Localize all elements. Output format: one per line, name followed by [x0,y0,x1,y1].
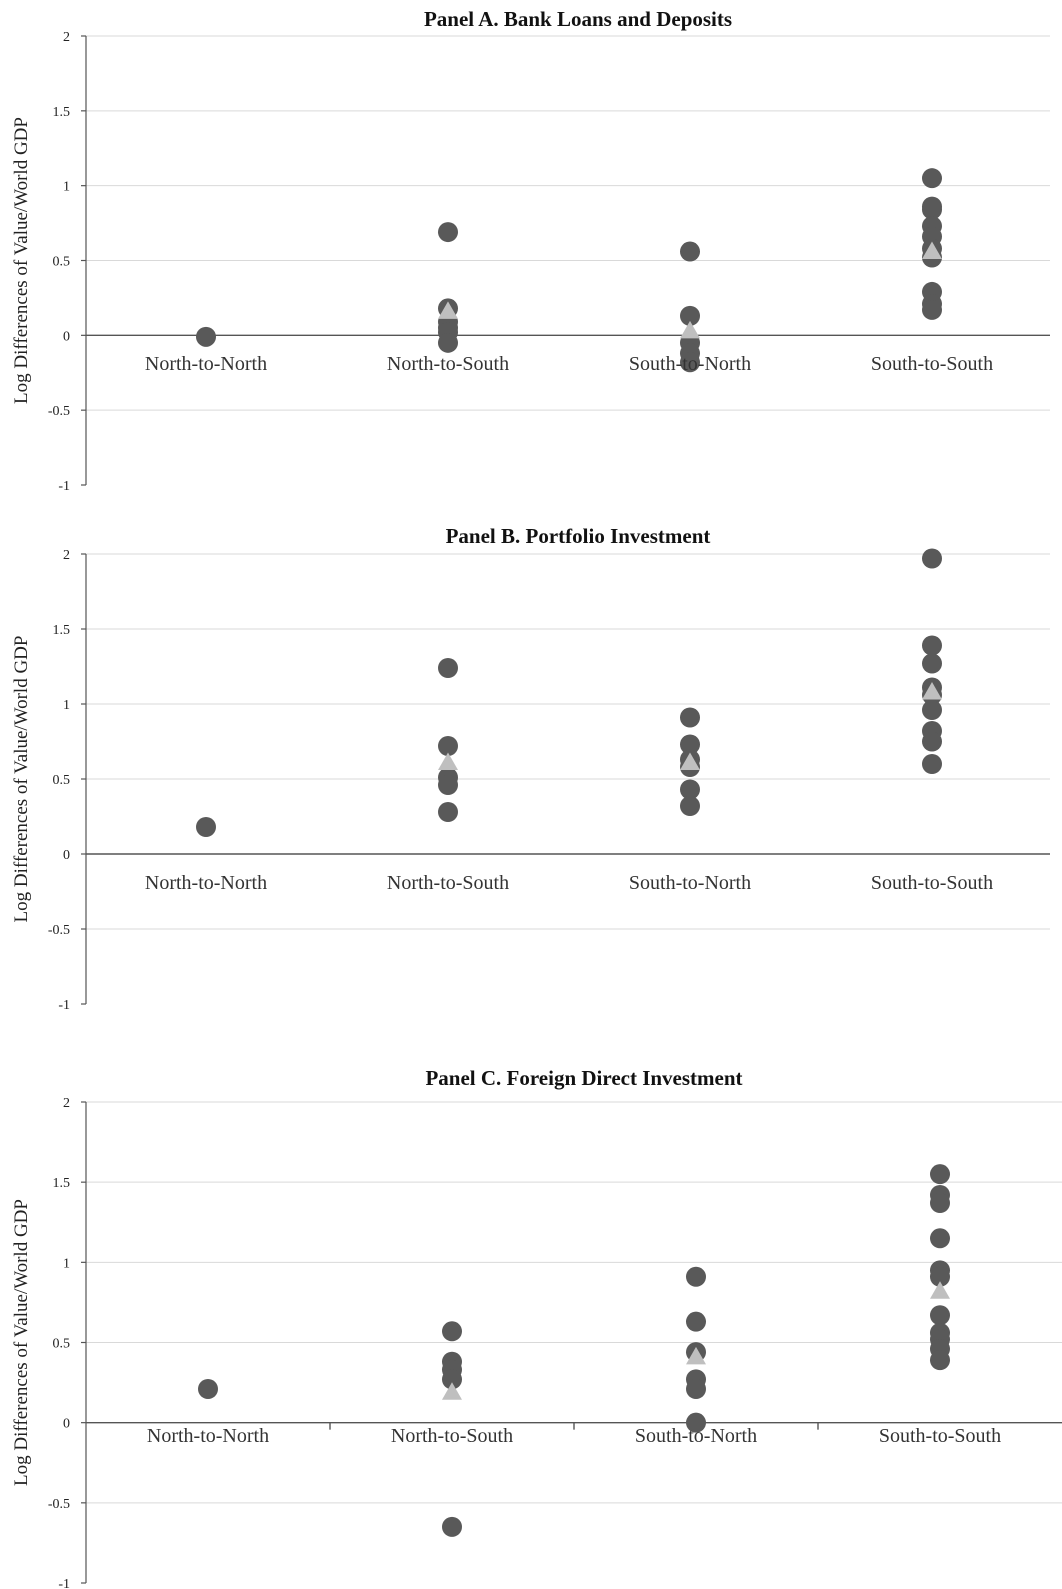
data-point [680,352,700,373]
data-point [922,635,942,656]
data-point [930,1193,950,1214]
data-point [196,817,216,837]
data-point [922,731,942,752]
data-point [442,1369,462,1390]
average-marker [930,1281,950,1299]
data-point [438,222,458,243]
y-axis-label: Log Differences of Value/World GDP [11,117,32,404]
data-point [922,548,942,569]
average-marker [438,752,458,770]
y-tick-label: 2 [63,1096,70,1111]
category-label: South-to-North [629,872,751,894]
data-point [686,1412,706,1433]
category-label: North-to-North [145,353,267,375]
average-marker [922,241,942,260]
data-point [922,168,942,189]
average-marker [922,682,942,700]
data-point [686,1266,706,1287]
y-tick-label: -1 [58,998,70,1013]
data-point [438,736,458,756]
y-tick-label: 0.5 [53,773,71,788]
average-marker [680,320,700,339]
data-point [438,775,458,795]
data-point [922,199,942,220]
y-tick-label: 1.5 [53,105,71,120]
y-axis-label: Log Differences of Value/World GDP [11,1199,32,1486]
data-point [922,653,942,674]
data-point [438,802,458,822]
category-label: South-to-North [635,1425,757,1447]
category-label: South-to-South [871,872,993,894]
y-tick-label: 0 [63,848,70,863]
data-point [196,326,216,347]
data-point [930,1228,950,1249]
y-tick-label: 2 [63,548,70,563]
average-marker [438,301,458,319]
y-tick-label: 1 [63,1256,70,1271]
y-axis-label: Log Differences of Value/World GDP [11,636,32,923]
data-point [930,1350,950,1371]
y-tick-label: -0.5 [48,404,70,419]
data-point [442,1516,462,1537]
y-tick-label: -0.5 [48,1497,70,1512]
y-tick-label: 1.5 [53,1176,71,1191]
y-tick-label: -1 [58,1577,70,1589]
data-point [686,1311,706,1332]
panel-b: Panel B. Portfolio Investment 2 1.5 1 0.5 0 -0… [11,524,1050,1013]
data-point [930,1164,950,1185]
data-point [930,1305,950,1326]
y-tick-label: -1 [58,479,70,494]
data-point [198,1378,218,1399]
panel-a: Panel A. Bank Loans and Deposits 2 1.5 1 0.5… [11,7,1050,494]
category-label: South-to-North [629,353,751,375]
category-label: South-to-South [879,1425,1001,1447]
panel-c: Panel C. Foreign Direct Investment 2 1.5 1 0… [11,1066,1062,1589]
y-tick-label: 0.5 [53,255,71,270]
data-point [922,700,942,720]
data-point [680,779,700,800]
y-tick-label: 0 [63,329,70,344]
category-label: North-to-South [391,1425,513,1447]
data-point [680,305,700,326]
data-point [922,299,942,320]
panel-title: Panel B. Portfolio Investment [446,524,711,548]
y-tick-label: 1 [63,698,70,713]
category-label: North-to-South [387,353,509,375]
panel-title: Panel A. Bank Loans and Deposits [424,7,732,31]
data-point [680,241,700,262]
data-point [930,1266,950,1287]
y-tick-label: 2 [63,30,70,45]
category-label: South-to-South [871,353,993,375]
category-label: North-to-South [387,872,509,894]
y-tick-label: 0 [63,1417,70,1432]
category-label: North-to-North [145,872,267,894]
y-tick-label: 1 [63,180,70,195]
average-marker [680,752,700,770]
y-tick-label: 1.5 [53,623,71,638]
data-point [922,754,942,774]
average-marker [442,1382,462,1400]
data-point [680,734,700,755]
data-point [680,707,700,728]
average-marker [686,1346,706,1365]
data-point [680,796,700,816]
data-point [438,332,458,353]
panel-title: Panel C. Foreign Direct Investment [425,1066,742,1090]
category-label: North-to-North [147,1425,269,1447]
data-point [686,1378,706,1399]
data-point [442,1321,462,1342]
y-tick-label: 0.5 [53,1337,71,1352]
data-point [438,658,458,678]
y-tick-label: -0.5 [48,923,70,938]
